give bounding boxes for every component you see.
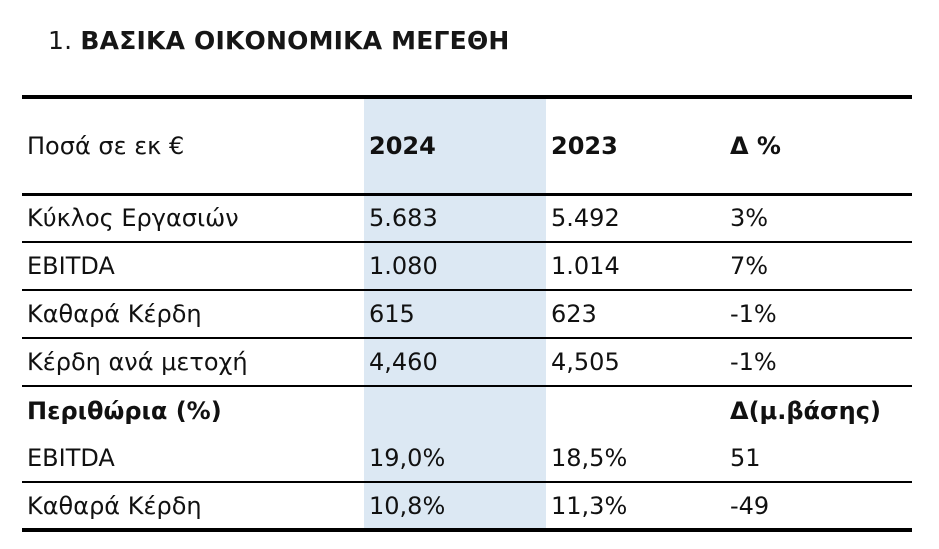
row-label: EBITDA [27,252,115,280]
value-delta: 51 [730,443,761,472]
section-title-text: ΒΑΣΙΚΑ ΟΙΚΟΝΟΜΙΚΑ ΜΕΓΕΘΗ [80,26,510,55]
value-2024: 10,8% [369,491,446,520]
table-header-row: Ποσά σε εκ € 2024 2023 Δ % [22,97,912,194]
value-delta: 7% [730,252,769,280]
value-2023: 4,505 [551,348,620,376]
row-label: Καθαρά Κέρδη [27,300,202,328]
value-delta: -1% [730,348,777,376]
table-row-margins-section: Περιθώρια (%) Δ(μ.βάσης) [22,386,912,434]
value-2023: 1.014 [551,252,620,280]
header-amounts-unit: Ποσά σε εκ € [27,131,185,160]
financials-table: Ποσά σε εκ € 2024 2023 Δ % Κύκλος Εργασι… [22,95,912,532]
value-2023: 18,5% [551,443,628,472]
value-2024: 4,460 [369,348,438,376]
value-2023: 623 [551,300,597,328]
value-delta: 3% [730,204,769,233]
value-2024: 19,0% [369,443,446,472]
value-delta: -49 [730,491,770,520]
header-delta-percent: Δ % [730,131,781,160]
value-2024: 5.683 [369,204,438,233]
table-row-ebitda: EBITDA 1.080 1.014 7% [22,242,912,290]
value-2023 [546,386,725,434]
value-2024 [364,386,546,434]
section-number: 1. [48,26,73,55]
table-row-net-margin: Καθαρά Κέρδη 10,8% 11,3% -49 [22,482,912,530]
header-year-2024: 2024 [369,131,436,160]
table-row-eps: Κέρδη ανά μετοχή 4,460 4,505 -1% [22,338,912,386]
table-row-net-profit: Καθαρά Κέρδη 615 623 -1% [22,290,912,338]
header-year-2023: 2023 [551,131,618,160]
value-delta: -1% [730,300,777,328]
header-delta-bps: Δ(μ.βάσης) [730,396,881,425]
table-row-ebitda-margin: EBITDA 19,0% 18,5% 51 [22,434,912,482]
section-row-label: Περιθώρια (%) [27,396,222,425]
value-2024: 615 [369,300,415,328]
section-title: 1. ΒΑΣΙΚΑ ΟΙΚΟΝΟΜΙΚΑ ΜΕΓΕΘΗ [48,26,510,55]
row-label: Καθαρά Κέρδη [27,491,202,520]
value-2024: 1.080 [369,252,438,280]
value-2023: 5.492 [551,204,620,233]
value-2023: 11,3% [551,491,628,520]
row-label: Κύκλος Εργασιών [27,204,239,233]
table-row-turnover: Κύκλος Εργασιών 5.683 5.492 3% [22,194,912,242]
row-label: Κέρδη ανά μετοχή [27,348,248,376]
row-label: EBITDA [27,443,115,472]
